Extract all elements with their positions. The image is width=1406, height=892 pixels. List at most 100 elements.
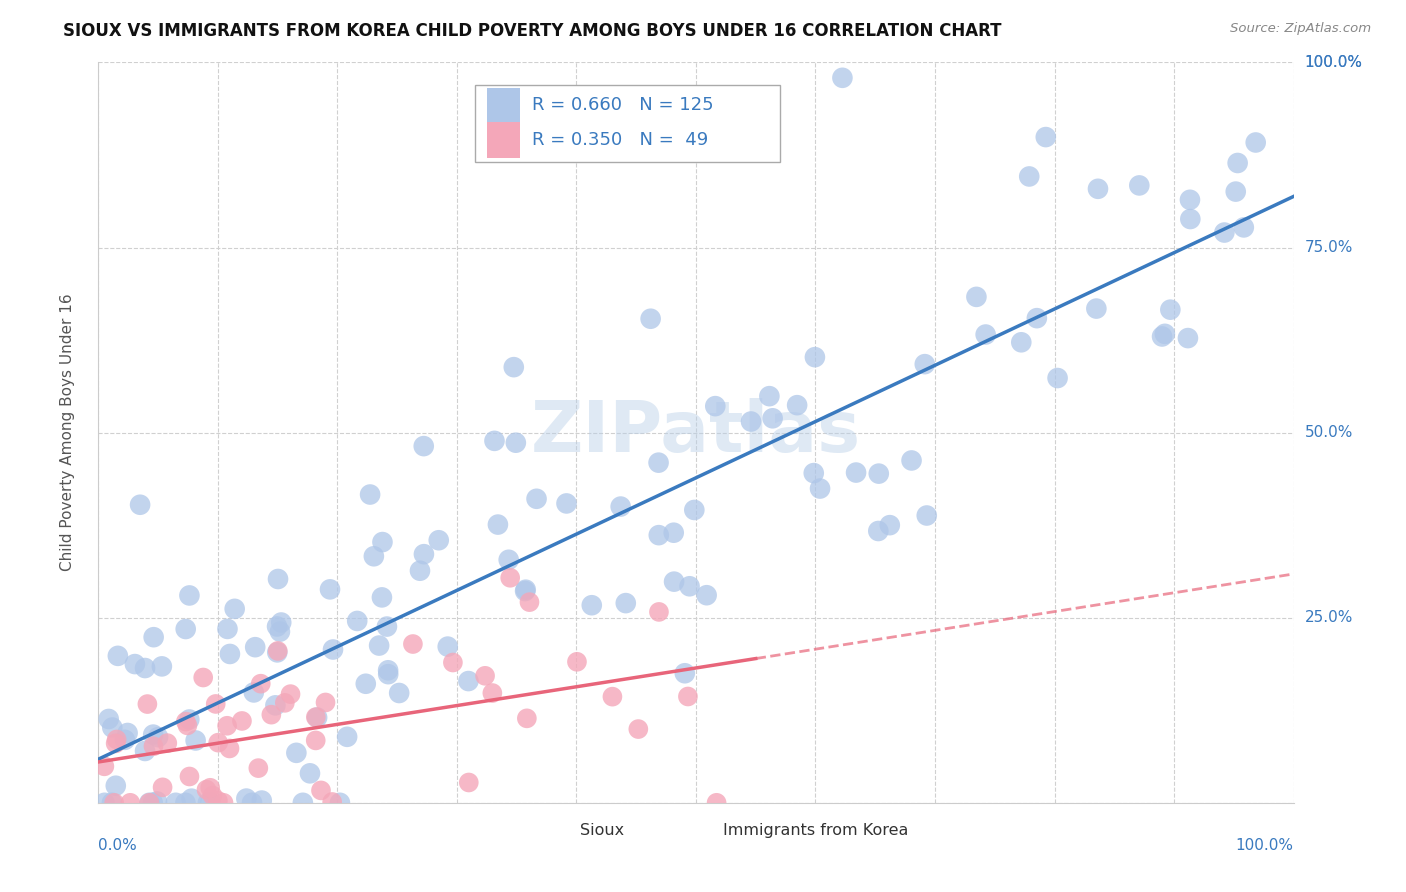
Point bbox=[402, 637, 425, 651]
Point bbox=[274, 696, 297, 710]
Point bbox=[305, 733, 328, 747]
Point bbox=[207, 736, 229, 750]
Point bbox=[412, 439, 434, 453]
Point bbox=[371, 591, 394, 605]
Point bbox=[280, 687, 302, 701]
Point bbox=[409, 564, 432, 578]
Point bbox=[235, 791, 257, 805]
Point bbox=[103, 796, 125, 810]
Point bbox=[219, 647, 242, 661]
Point bbox=[104, 736, 127, 750]
Point bbox=[900, 453, 922, 467]
Point bbox=[673, 666, 696, 681]
Point bbox=[243, 685, 266, 699]
Point bbox=[319, 582, 342, 597]
Point bbox=[217, 622, 239, 636]
Point bbox=[193, 671, 215, 685]
Point bbox=[346, 614, 368, 628]
Point bbox=[124, 657, 146, 671]
FancyBboxPatch shape bbox=[486, 122, 520, 158]
Point bbox=[146, 730, 169, 744]
Point bbox=[217, 719, 239, 733]
Point bbox=[179, 770, 201, 784]
Point bbox=[662, 525, 685, 540]
Point bbox=[200, 780, 222, 795]
Point bbox=[267, 572, 290, 586]
Point bbox=[436, 640, 458, 654]
Point bbox=[142, 739, 165, 754]
Point bbox=[138, 796, 160, 810]
Point bbox=[309, 783, 332, 797]
Text: 100.0%: 100.0% bbox=[1305, 55, 1362, 70]
Point bbox=[640, 311, 662, 326]
Point bbox=[136, 697, 159, 711]
Point bbox=[1178, 193, 1201, 207]
Point bbox=[1128, 178, 1150, 193]
Point bbox=[107, 648, 129, 663]
Point bbox=[758, 389, 780, 403]
FancyBboxPatch shape bbox=[486, 87, 520, 123]
Point bbox=[322, 642, 344, 657]
Text: 50.0%: 50.0% bbox=[1305, 425, 1353, 440]
Point bbox=[270, 615, 292, 630]
Point bbox=[1018, 169, 1040, 184]
Point bbox=[247, 761, 270, 775]
Point bbox=[808, 482, 831, 496]
Text: SIOUX VS IMMIGRANTS FROM KOREA CHILD POVERTY AMONG BOYS UNDER 16 CORRELATION CHA: SIOUX VS IMMIGRANTS FROM KOREA CHILD POV… bbox=[63, 22, 1001, 40]
Point bbox=[484, 434, 506, 448]
Point bbox=[516, 711, 538, 725]
Point bbox=[291, 796, 314, 810]
Point bbox=[231, 714, 253, 728]
Point bbox=[474, 669, 496, 683]
Point bbox=[200, 796, 222, 810]
Point bbox=[515, 582, 537, 597]
Point bbox=[1150, 329, 1173, 343]
Point bbox=[1159, 302, 1181, 317]
Point bbox=[174, 714, 197, 729]
Point bbox=[1233, 220, 1256, 235]
Point bbox=[315, 696, 337, 710]
Point bbox=[142, 728, 165, 742]
Point bbox=[174, 622, 197, 636]
Point bbox=[1087, 182, 1109, 196]
Point bbox=[266, 619, 288, 633]
Point bbox=[197, 796, 219, 810]
Point bbox=[329, 796, 352, 810]
Point bbox=[176, 718, 198, 732]
Point bbox=[129, 498, 152, 512]
Point bbox=[879, 518, 901, 533]
Point bbox=[441, 656, 464, 670]
Y-axis label: Child Poverty Among Boys Under 16: Child Poverty Among Boys Under 16 bbox=[60, 293, 75, 572]
Text: ZIPatlas: ZIPatlas bbox=[531, 398, 860, 467]
Point bbox=[676, 690, 699, 704]
Point bbox=[104, 779, 127, 793]
Point bbox=[114, 732, 136, 747]
Point bbox=[1085, 301, 1108, 316]
Point bbox=[156, 736, 179, 750]
Point bbox=[224, 602, 246, 616]
Point bbox=[526, 491, 548, 506]
Point bbox=[240, 796, 263, 810]
Point bbox=[368, 639, 391, 653]
Point bbox=[662, 574, 685, 589]
Point bbox=[762, 411, 785, 425]
Point bbox=[1180, 212, 1202, 227]
Point bbox=[264, 698, 287, 713]
Point bbox=[868, 524, 890, 538]
Point bbox=[138, 796, 160, 810]
Point bbox=[184, 733, 207, 747]
Point bbox=[505, 435, 527, 450]
Point bbox=[180, 791, 202, 805]
Point bbox=[267, 644, 290, 658]
Point bbox=[706, 796, 728, 810]
Point bbox=[1244, 136, 1267, 150]
Point bbox=[321, 795, 343, 809]
Point bbox=[457, 674, 479, 689]
Point bbox=[207, 794, 229, 808]
Point bbox=[363, 549, 385, 564]
Point bbox=[101, 796, 124, 810]
Point bbox=[336, 730, 359, 744]
Point bbox=[614, 596, 637, 610]
Point bbox=[1213, 226, 1236, 240]
Point bbox=[260, 707, 283, 722]
